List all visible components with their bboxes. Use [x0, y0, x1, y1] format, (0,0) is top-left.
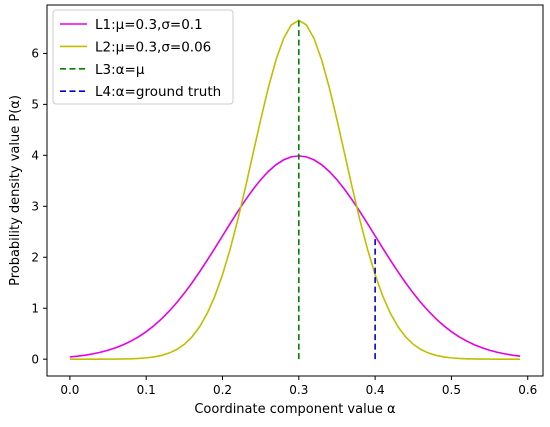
- y-tick-label: 5: [31, 98, 39, 112]
- axes: 0.0 0.1 0.2 0.3 0.4 0.5 0.6 0 1 2 3 4 5 6: [31, 4, 544, 397]
- legend-label: L2:μ=0.3,σ=0.06: [95, 39, 211, 55]
- series-line-1: [69, 155, 521, 358]
- legend-box: [52, 9, 234, 105]
- x-tick-label: 0.0: [60, 383, 79, 397]
- y-tick-label: 0: [31, 352, 39, 366]
- legend: L1:μ=0.3,σ=0.1 L2:μ=0.3,σ=0.06 L3:α=μ L4:α=…: [52, 9, 234, 105]
- x-axis-label: Coordinate component value α: [194, 402, 395, 417]
- x-tick-label: 0.6: [518, 383, 537, 397]
- legend-label: L3:α=μ: [95, 62, 145, 78]
- y-tick-label: 6: [31, 47, 39, 61]
- y-tick-label: 1: [31, 302, 39, 316]
- y-tick-label: 3: [31, 200, 39, 214]
- y-tick-label: 4: [31, 149, 39, 163]
- legend-label: L4:α=ground truth: [95, 84, 221, 100]
- legend-label: L1:μ=0.3,σ=0.1: [95, 17, 203, 33]
- plot-area: [69, 19, 521, 360]
- x-tick-label: 0.1: [137, 383, 156, 397]
- axes-frame: [46, 4, 544, 377]
- y-tick-label: 2: [31, 251, 39, 265]
- x-tick-label: 0.4: [366, 383, 385, 397]
- x-tick-label: 0.5: [442, 383, 461, 397]
- series-line-2: [69, 19, 521, 360]
- x-tick-label: 0.3: [289, 383, 308, 397]
- x-tick-label: 0.2: [213, 383, 232, 397]
- y-axis-label: Probability density value P(α): [8, 95, 23, 286]
